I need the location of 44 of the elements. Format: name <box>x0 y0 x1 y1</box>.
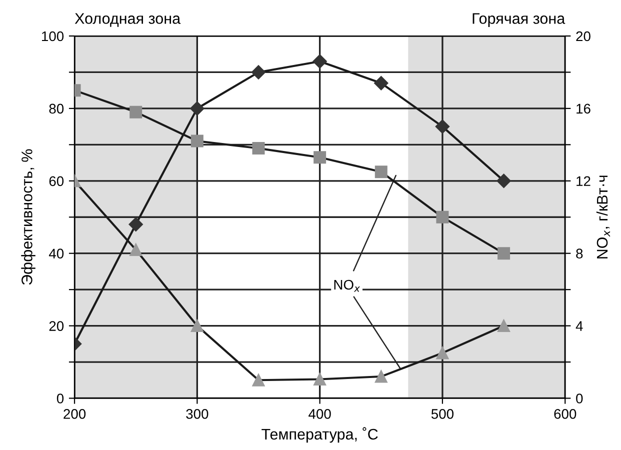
x-tick-label: 300 <box>186 409 208 419</box>
point <box>374 370 388 383</box>
y-tick-label: 40 <box>48 248 64 259</box>
point <box>498 320 510 332</box>
y2-tick-label: 12 <box>576 176 590 186</box>
point <box>436 346 449 360</box>
band-label: Горячая зона <box>472 13 566 27</box>
point <box>190 101 204 116</box>
point <box>130 106 142 118</box>
x-tick-label: 600 <box>554 409 576 419</box>
point <box>252 374 265 386</box>
point <box>436 210 449 224</box>
y-tick-label: 60 <box>49 176 64 186</box>
point <box>312 54 327 68</box>
y2-tick-label: 20 <box>576 31 590 42</box>
point <box>130 243 142 256</box>
y2-tick-label: 0 <box>576 394 583 404</box>
point <box>496 174 511 188</box>
point <box>498 247 510 260</box>
x-axis-title: Температура, ˚C <box>262 427 378 443</box>
point <box>374 166 388 178</box>
point <box>128 217 143 232</box>
x-tick-label: 500 <box>431 409 454 419</box>
annotation: NO$_{x}$ <box>334 280 360 292</box>
x-tick-label: 400 <box>308 409 331 419</box>
y-tick-label: 100 <box>42 31 64 42</box>
point <box>190 134 204 148</box>
point <box>435 119 450 134</box>
y-tick-label: 20 <box>49 321 64 331</box>
y-axis-title: Эффективность, % <box>21 149 36 285</box>
y2-tick-label: 16 <box>576 104 590 114</box>
point <box>252 142 265 155</box>
point <box>314 151 326 164</box>
y-tick-label: 80 <box>49 104 64 114</box>
point <box>251 65 266 80</box>
y-tick-label: 0 <box>56 394 64 404</box>
y2-axis-title: NO$_{x}$, г/кВт·ч <box>596 176 610 258</box>
x-tick-label: 200 <box>64 409 86 419</box>
band-label: Холодная зона <box>74 13 181 27</box>
point <box>314 372 326 386</box>
point <box>190 320 204 332</box>
point <box>374 76 388 90</box>
y2-tick-label: 4 <box>576 321 583 331</box>
y2-tick-label: 8 <box>576 248 583 259</box>
